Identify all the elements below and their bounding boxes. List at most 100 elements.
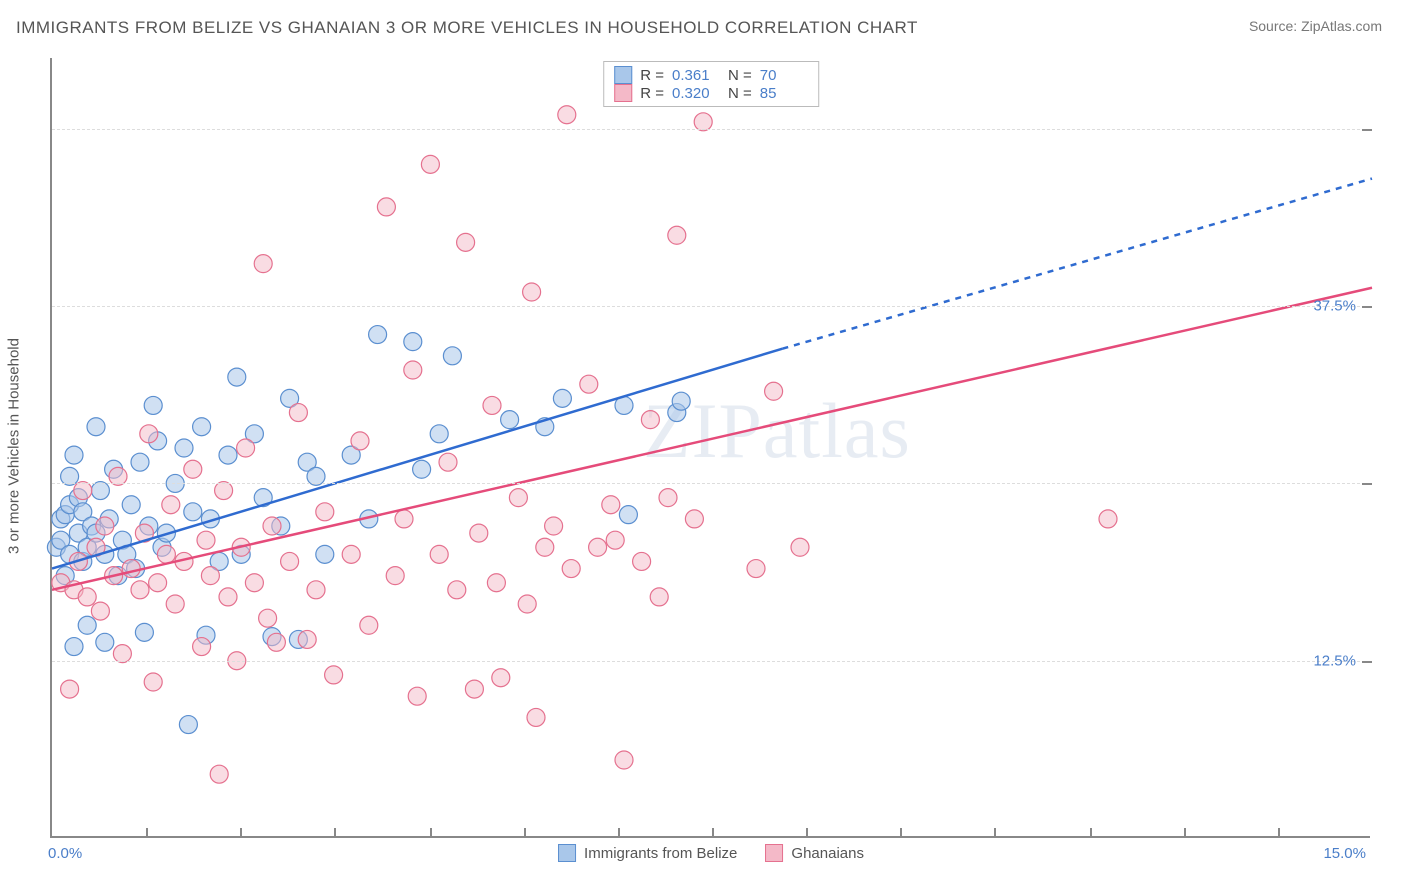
n-label: N =: [728, 85, 752, 102]
r-label: R =: [640, 67, 664, 84]
data-point: [245, 574, 263, 592]
source-attribution: Source: ZipAtlas.com: [1249, 18, 1382, 34]
data-point: [580, 375, 598, 393]
data-point: [602, 496, 620, 514]
data-point: [430, 425, 448, 443]
data-point: [162, 496, 180, 514]
data-point: [325, 666, 343, 684]
data-point: [747, 560, 765, 578]
data-point: [219, 446, 237, 464]
correlation-chart: IMMIGRANTS FROM BELIZE VS GHANAIAN 3 OR …: [0, 0, 1406, 892]
r-value: 0.320: [672, 85, 720, 102]
data-point: [175, 439, 193, 457]
data-point: [457, 233, 475, 251]
data-point: [501, 411, 519, 429]
data-point: [487, 574, 505, 592]
y-axis-title: 3 or more Vehicles in Household: [6, 338, 23, 554]
data-point: [78, 616, 96, 634]
data-point: [606, 531, 624, 549]
data-point: [78, 588, 96, 606]
data-point: [122, 496, 140, 514]
y-tick: [1362, 306, 1372, 308]
data-point: [404, 333, 422, 351]
data-point: [558, 106, 576, 124]
data-point: [668, 226, 686, 244]
gridline: [52, 661, 1370, 662]
source-name: ZipAtlas.com: [1301, 18, 1382, 34]
data-point: [421, 155, 439, 173]
data-point: [237, 439, 255, 457]
gridline: [52, 129, 1370, 130]
x-tick: [430, 828, 432, 838]
x-tick: [900, 828, 902, 838]
data-point: [184, 503, 202, 521]
data-point: [166, 595, 184, 613]
data-point: [448, 581, 466, 599]
y-tick: [1362, 483, 1372, 485]
data-point: [219, 588, 237, 606]
data-point: [408, 687, 426, 705]
data-point: [377, 198, 395, 216]
x-tick-label: 15.0%: [1323, 845, 1366, 862]
data-point: [289, 404, 307, 422]
x-tick: [240, 828, 242, 838]
data-point: [518, 595, 536, 613]
data-point: [65, 638, 83, 656]
data-point: [135, 623, 153, 641]
data-point: [96, 517, 114, 535]
data-point: [131, 453, 149, 471]
plot-area: ZIPatlas R =0.361N =70R =0.320N =85 Immi…: [50, 58, 1370, 838]
data-point: [351, 432, 369, 450]
chart-svg: [52, 58, 1370, 836]
x-tick-label: 0.0%: [48, 845, 82, 862]
regression-line: [52, 349, 782, 569]
data-point: [254, 255, 272, 273]
y-tick: [1362, 129, 1372, 131]
data-point: [307, 581, 325, 599]
data-point: [791, 538, 809, 556]
data-point: [562, 560, 580, 578]
data-point: [633, 552, 651, 570]
data-point: [193, 418, 211, 436]
regression-line-extrapolated: [782, 179, 1372, 349]
data-point: [465, 680, 483, 698]
x-tick: [334, 828, 336, 838]
data-point: [360, 616, 378, 634]
x-tick: [524, 828, 526, 838]
gridline: [52, 306, 1370, 307]
data-point: [281, 552, 299, 570]
y-tick-label: 12.5%: [1313, 652, 1356, 669]
source-prefix: Source:: [1249, 18, 1301, 34]
data-point: [91, 602, 109, 620]
stats-legend: R =0.361N =70R =0.320N =85: [603, 61, 819, 107]
data-point: [179, 716, 197, 734]
x-tick: [1184, 828, 1186, 838]
data-point: [765, 382, 783, 400]
data-point: [443, 347, 461, 365]
data-point: [316, 503, 334, 521]
data-point: [61, 680, 79, 698]
data-point: [184, 460, 202, 478]
data-point: [483, 396, 501, 414]
series-legend-item: Ghanaians: [765, 844, 864, 862]
data-point: [228, 368, 246, 386]
chart-title: IMMIGRANTS FROM BELIZE VS GHANAIAN 3 OR …: [16, 18, 918, 38]
data-point: [342, 545, 360, 563]
data-point: [509, 489, 527, 507]
legend-swatch: [558, 844, 576, 862]
x-tick: [146, 828, 148, 838]
data-point: [430, 545, 448, 563]
x-tick: [806, 828, 808, 838]
data-point: [316, 545, 334, 563]
data-point: [545, 517, 563, 535]
data-point: [553, 389, 571, 407]
r-value: 0.361: [672, 67, 720, 84]
data-point: [149, 574, 167, 592]
data-point: [369, 326, 387, 344]
data-point: [65, 446, 83, 464]
legend-label: Immigrants from Belize: [584, 845, 737, 862]
data-point: [527, 708, 545, 726]
data-point: [193, 638, 211, 656]
data-point: [615, 751, 633, 769]
legend-label: Ghanaians: [791, 845, 864, 862]
